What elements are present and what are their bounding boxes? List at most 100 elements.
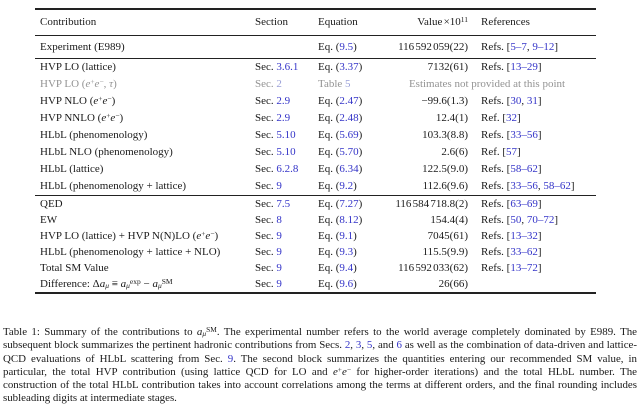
text-segment: )	[119, 112, 124, 124]
link[interactable]: 9	[276, 230, 282, 242]
link[interactable]: 13–29	[510, 61, 538, 73]
link[interactable]: 31	[526, 95, 538, 107]
link[interactable]: 50	[510, 214, 522, 226]
text-segment: e	[341, 365, 347, 378]
link[interactable]: 13–32	[510, 230, 538, 242]
text-segment: . The experimental number refers to the …	[3, 326, 637, 352]
link[interactable]: 57	[506, 146, 518, 158]
text-segment: ]	[537, 61, 542, 73]
table-header-row: Contribution Section Equation Value ×101…	[35, 10, 596, 35]
text-segment: Sec.	[255, 112, 277, 124]
link[interactable]: 9–12	[532, 41, 555, 53]
cell-equation: Eq. (5.70)	[318, 144, 378, 161]
link[interactable]: 6.2.8	[276, 163, 299, 175]
text-segment: exp	[129, 276, 141, 286]
cell-references: Refs. [33–62]	[472, 244, 596, 260]
link[interactable]: 13–72	[510, 262, 538, 274]
text-segment: Refs. [	[481, 95, 511, 107]
link[interactable]: 6	[396, 339, 402, 352]
link[interactable]: 9	[276, 180, 282, 192]
text-segment: Eq. (	[318, 163, 340, 175]
text-segment: Refs. [	[481, 129, 511, 141]
text-segment: References	[481, 16, 530, 28]
link[interactable]: 2.47	[339, 95, 359, 107]
link[interactable]: 33–56	[510, 129, 538, 141]
link[interactable]: 33–62	[510, 246, 538, 258]
text-segment: Sec.	[255, 198, 277, 210]
cell-references: Refs. [58–62]	[472, 161, 596, 178]
cell-equation: Eq. (9.4)	[318, 260, 378, 276]
link[interactable]: 7.27	[339, 198, 359, 210]
link[interactable]: 3.6.1	[276, 61, 299, 73]
link[interactable]: 7.5	[276, 198, 291, 210]
link[interactable]: 3	[355, 339, 362, 352]
cell-equation: Eq. (2.48)	[318, 110, 378, 127]
link[interactable]: 33–56	[510, 180, 538, 192]
cell-value: 122.5(9.0)	[378, 161, 472, 178]
link[interactable]: 9	[227, 352, 234, 365]
link[interactable]: 8	[276, 214, 282, 226]
link[interactable]: 58–62	[510, 163, 538, 175]
table-row: HVP NLO (e+e−) Sec. 2.9 Eq. (2.47) −99.6(1.…	[35, 93, 596, 110]
text-segment: Refs. [	[481, 214, 511, 226]
link[interactable]: 58–62	[543, 180, 571, 192]
text-segment: )	[111, 95, 116, 107]
text-segment: 154.4(4)	[430, 214, 468, 226]
link[interactable]: 9.3	[339, 246, 354, 258]
cell-value: 103.3(8.8)	[378, 127, 472, 144]
table-block-1: HVP LO (lattice) Sec. 3.6.1 Eq. (3.37) 7132…	[35, 59, 596, 195]
text-segment: QED	[40, 198, 63, 210]
link[interactable]: 2	[276, 78, 282, 90]
cell-value: 116 592 033(62)	[378, 260, 472, 276]
link[interactable]: 9.2	[339, 180, 354, 192]
link[interactable]: 3.37	[339, 61, 359, 73]
text-segment: ]	[537, 129, 542, 141]
link[interactable]: 5.10	[276, 129, 296, 141]
cell-contribution: HLbL (phenomenology + lattice)	[35, 178, 255, 195]
text-segment: )	[358, 95, 363, 107]
link[interactable]: 8.12	[339, 214, 359, 226]
text-segment: Refs. [	[481, 262, 511, 274]
text-segment: e	[205, 230, 211, 242]
link[interactable]: 9	[276, 278, 282, 290]
text-segment: ,	[521, 95, 527, 107]
table-header-rule	[35, 35, 596, 36]
text-segment: ,	[521, 214, 527, 226]
text-segment: ,	[526, 41, 533, 53]
link[interactable]: 9.5	[339, 41, 354, 53]
cell-references	[472, 276, 596, 293]
link[interactable]: 70–72	[526, 214, 555, 226]
text-segment: Eq. (	[318, 112, 340, 124]
text-segment: −	[346, 364, 352, 374]
cell-section: Sec. 3.6.1	[255, 59, 318, 76]
link[interactable]: 5	[345, 78, 351, 90]
text-segment: Eq. (	[318, 95, 340, 107]
text-segment: Table	[318, 78, 346, 90]
text-segment: ]	[517, 146, 521, 158]
link[interactable]: 9.6	[339, 278, 354, 290]
link[interactable]: 5	[366, 339, 373, 352]
link[interactable]: 9	[276, 262, 282, 274]
text-segment: Refs. [	[481, 180, 511, 192]
link[interactable]: 5.10	[276, 146, 296, 158]
link[interactable]: 5.70	[339, 146, 359, 158]
text-segment: −	[99, 76, 104, 86]
cell-value: 116 592 059(22)	[378, 36, 472, 58]
link[interactable]: 5–7	[510, 41, 527, 53]
link[interactable]: 2.9	[276, 95, 291, 107]
link[interactable]: 2.48	[339, 112, 359, 124]
table-row: HVP NNLO (e+e−) Sec. 2.9 Eq. (2.48) 12.4(1)…	[35, 110, 596, 127]
link[interactable]: 30	[510, 95, 522, 107]
link[interactable]: 32	[506, 112, 518, 124]
link[interactable]: 9.4	[339, 262, 354, 274]
link[interactable]: 5.69	[339, 129, 359, 141]
link[interactable]: 2.9	[276, 112, 291, 124]
link[interactable]: 9.1	[339, 230, 354, 242]
link[interactable]: 2	[344, 339, 351, 352]
cell-value: 112.6(9.6)	[378, 178, 472, 195]
link[interactable]: 6.34	[339, 163, 359, 175]
link[interactable]: 63–69	[510, 198, 538, 210]
cell-references: Refs. [50, 70–72]	[472, 212, 596, 228]
text-segment: Difference: Δ	[40, 278, 100, 290]
link[interactable]: 9	[276, 246, 282, 258]
